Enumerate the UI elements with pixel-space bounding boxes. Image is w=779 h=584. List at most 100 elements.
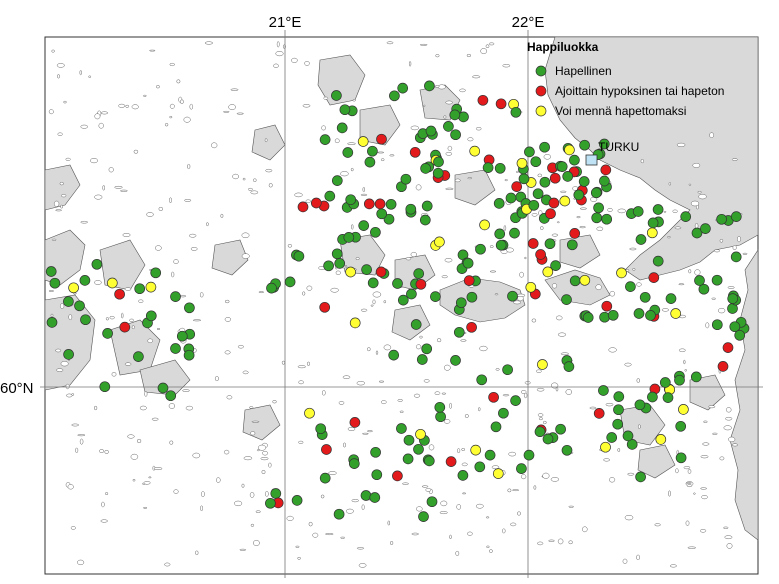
- islet: [101, 501, 105, 508]
- islet: [242, 177, 246, 181]
- islet: [241, 483, 245, 488]
- sample-point: [415, 428, 426, 440]
- islet: [737, 236, 741, 243]
- islet: [508, 451, 517, 457]
- islet: [360, 308, 368, 312]
- sample-point: [425, 125, 437, 137]
- sample-point: [555, 423, 566, 435]
- islet: [560, 352, 569, 356]
- islet: [485, 516, 490, 519]
- islet: [504, 179, 508, 182]
- islet: [712, 432, 718, 435]
- sample-point: [675, 452, 687, 464]
- islet: [121, 312, 124, 319]
- islet: [538, 417, 543, 421]
- islet: [582, 526, 588, 533]
- islet: [192, 452, 201, 459]
- sample-point: [339, 104, 351, 116]
- islet: [105, 317, 109, 321]
- islet: [139, 405, 147, 411]
- sample-point: [542, 266, 554, 278]
- islet: [281, 360, 285, 365]
- sample-point: [734, 329, 746, 341]
- islet: [70, 526, 76, 530]
- islet: [138, 299, 144, 303]
- islet: [94, 194, 103, 200]
- islet: [443, 419, 451, 424]
- sample-point: [562, 171, 574, 182]
- islet: [690, 200, 700, 207]
- islet: [460, 339, 467, 342]
- sample-point: [510, 106, 522, 118]
- sample-point: [593, 202, 604, 214]
- islet: [59, 303, 65, 309]
- islet: [147, 338, 153, 344]
- islet: [127, 434, 135, 439]
- sample-point: [516, 157, 528, 169]
- islet: [302, 104, 311, 108]
- islet: [60, 204, 64, 209]
- sample-point: [516, 463, 527, 474]
- islet: [624, 362, 632, 367]
- islet: [711, 297, 716, 300]
- sample-point: [385, 198, 397, 210]
- islet: [668, 490, 671, 497]
- sample-point: [424, 80, 435, 92]
- islet: [505, 247, 514, 253]
- sample-point: [711, 274, 723, 286]
- islet: [595, 284, 602, 291]
- islet: [51, 238, 57, 241]
- sample-point: [421, 343, 433, 355]
- sample-point: [479, 219, 490, 231]
- islet: [131, 104, 139, 110]
- islet: [61, 194, 67, 198]
- sample-point: [176, 330, 188, 342]
- islet: [489, 549, 493, 553]
- islet: [389, 541, 394, 545]
- sample-point: [455, 297, 467, 309]
- sample-point: [433, 156, 444, 168]
- islet: [295, 545, 300, 548]
- islet: [410, 251, 417, 258]
- islet: [320, 494, 325, 499]
- islet: [502, 528, 506, 534]
- sample-point: [561, 294, 572, 305]
- sample-point: [634, 399, 646, 411]
- islet: [136, 438, 142, 444]
- sample-point: [477, 94, 489, 106]
- islet: [94, 280, 102, 285]
- islet: [543, 420, 547, 425]
- islet: [605, 402, 614, 407]
- islet: [356, 547, 365, 550]
- islet: [576, 216, 581, 219]
- islet: [387, 520, 391, 526]
- islet: [253, 539, 260, 547]
- islet: [216, 477, 221, 483]
- islet: [467, 531, 473, 536]
- islet: [325, 533, 334, 536]
- sample-point: [717, 361, 729, 372]
- islet: [124, 362, 132, 366]
- islet: [294, 192, 303, 198]
- sample-point: [423, 455, 435, 467]
- sample-point: [556, 161, 568, 172]
- sample-point: [474, 461, 486, 473]
- islet: [148, 476, 152, 479]
- islet: [146, 212, 154, 217]
- islet: [459, 88, 466, 93]
- sample-point: [730, 251, 742, 263]
- islet: [636, 282, 642, 287]
- islet: [347, 142, 356, 145]
- islet: [449, 534, 452, 540]
- sample-point: [569, 275, 581, 287]
- islet: [377, 151, 385, 154]
- islet: [122, 233, 131, 237]
- sample-point: [421, 200, 433, 212]
- islet: [467, 137, 474, 142]
- islet: [249, 406, 254, 409]
- islet: [464, 414, 469, 418]
- islet: [362, 186, 366, 193]
- islet: [609, 477, 616, 483]
- islet: [536, 387, 545, 392]
- islet: [672, 209, 678, 213]
